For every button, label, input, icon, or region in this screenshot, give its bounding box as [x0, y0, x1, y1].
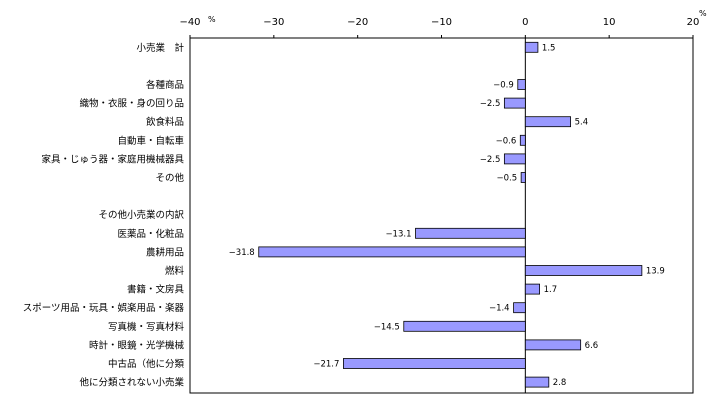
- bar: [513, 302, 526, 314]
- category-labels: 小売業 計各種商品織物・衣服・身の回り品飲食料品自動車・自転車家具・じゅう器・家…: [23, 42, 185, 389]
- data-label: −0.9: [493, 81, 514, 91]
- x-tick-label: −20: [347, 17, 368, 28]
- category-label: 各種商品: [146, 79, 184, 91]
- category-label: 中古品（他に分類: [108, 358, 185, 370]
- bar: [524, 376, 550, 388]
- data-label: 5.4: [575, 118, 589, 128]
- category-label: 飲食料品: [146, 116, 184, 128]
- x-tick-label: 10: [603, 17, 616, 28]
- bar: [519, 134, 526, 146]
- bar: [517, 79, 526, 90]
- bar: [503, 153, 526, 165]
- category-label: 医薬品・化粧品: [117, 228, 184, 240]
- bar: [343, 358, 526, 369]
- plot-frame: [189, 37, 694, 394]
- data-label: −13.1: [385, 229, 411, 239]
- unit-label-right: %: [699, 9, 707, 18]
- data-label: −2.5: [480, 155, 501, 165]
- category-label: 燃料: [165, 265, 185, 277]
- unit-label-left: %: [208, 15, 216, 24]
- data-label: 1.5: [542, 43, 556, 53]
- x-tick-label: −10: [431, 17, 452, 28]
- x-tick-label: 0: [522, 17, 528, 28]
- bars: [258, 41, 643, 388]
- bar: [403, 320, 526, 332]
- x-tick-label: 20: [687, 17, 700, 28]
- category-label: 写真機・写真材料: [108, 321, 185, 333]
- bar: [524, 116, 572, 128]
- x-tick-label: −30: [263, 17, 284, 28]
- bar: [503, 97, 526, 109]
- data-label: 6.6: [585, 341, 599, 351]
- bar: [415, 227, 526, 239]
- category-label: スポーツ用品・玩具・娯楽用品・楽器: [23, 302, 185, 314]
- bar: [524, 41, 539, 53]
- category-label: 時計・眼鏡・光学機械: [89, 339, 185, 351]
- category-label: 家具・じゅう器・家庭用機械器具: [41, 153, 184, 165]
- category-label: 織物・衣服・身の回り品: [79, 98, 184, 110]
- data-label: 1.7: [544, 285, 558, 295]
- data-label: −1.4: [489, 304, 510, 314]
- data-label: −0.5: [497, 174, 518, 184]
- data-label: −31.8: [229, 248, 255, 258]
- bar: [524, 339, 582, 351]
- data-label: 2.8: [553, 378, 567, 388]
- bar: [524, 283, 540, 295]
- bar: [524, 265, 643, 276]
- bar: [520, 172, 526, 183]
- category-label: 他に分類されない小売業: [79, 377, 184, 389]
- category-label: その他小売業の内訳: [98, 209, 184, 221]
- x-tick-label: −40: [179, 17, 200, 28]
- x-axis-ticks: −40 −30 −20 −10 0 10 20: [179, 17, 699, 38]
- data-label: −0.6: [496, 136, 517, 146]
- data-label: −2.5: [480, 99, 501, 109]
- category-label: 農耕用品: [146, 246, 184, 258]
- category-label: 小売業 計: [136, 42, 184, 54]
- data-label: 13.9: [646, 267, 665, 277]
- data-label: −21.7: [313, 360, 339, 370]
- category-label: その他: [155, 172, 184, 184]
- unit-labels: %%: [208, 9, 707, 24]
- category-label: 自動車・自転車: [117, 135, 184, 147]
- bar: [258, 246, 526, 258]
- data-label: −14.5: [374, 322, 400, 332]
- category-label: 書籍・文房具: [127, 284, 185, 296]
- data-labels: 1.5 −0.9 −2.5 5.4 −0.6 −2.5 −0.5 −13.1 −31.8 13.9…: [229, 43, 665, 388]
